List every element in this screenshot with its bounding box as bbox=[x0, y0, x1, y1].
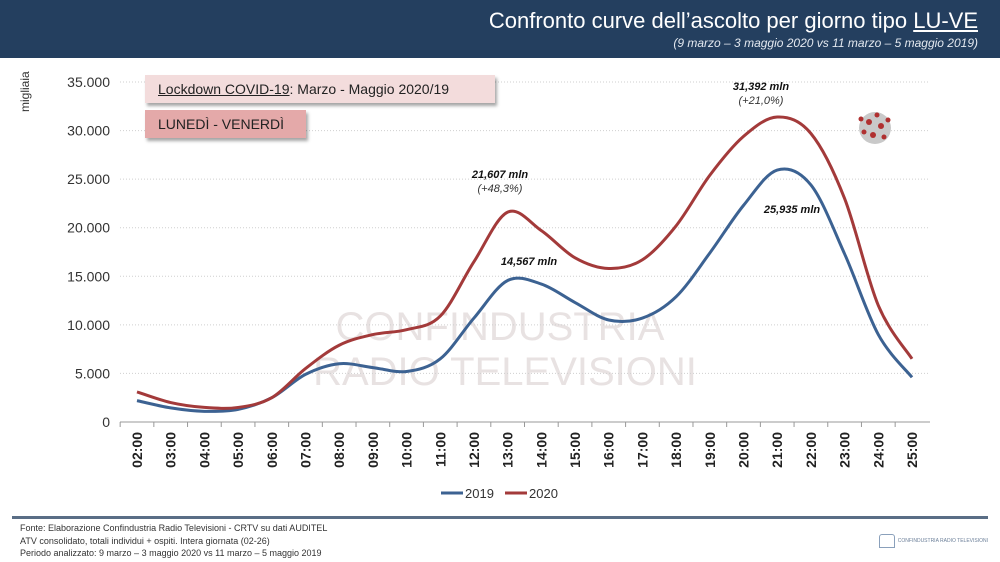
x-tick-label: 03:00 bbox=[163, 432, 179, 468]
watermark-line1: CONFINDUSTRIA bbox=[336, 305, 665, 349]
page-subtitle: (9 marzo – 3 maggio 2020 vs 11 marzo – 5… bbox=[673, 36, 978, 50]
x-tick-label: 17:00 bbox=[634, 432, 650, 468]
x-tick-label: 22:00 bbox=[803, 432, 819, 468]
x-tick-label: 19:00 bbox=[702, 432, 718, 468]
lockdown-label-underlined: Lockdown COVID-19 bbox=[158, 81, 290, 97]
x-tick-label: 16:00 bbox=[601, 432, 617, 468]
x-tick-label: 13:00 bbox=[500, 432, 516, 468]
x-tick-label: 10:00 bbox=[399, 432, 415, 468]
x-tick-label: 23:00 bbox=[837, 432, 853, 468]
annotation-change: (+21,0%) bbox=[739, 95, 784, 107]
lockdown-label-box: Lockdown COVID-19: Marzo - Maggio 2020/1… bbox=[145, 75, 495, 103]
header-bar: Confronto curve dell’ascolto per giorno … bbox=[0, 0, 1000, 58]
legend-label-2019: 2019 bbox=[465, 486, 494, 501]
y-tick-label: 20.000 bbox=[67, 220, 110, 236]
annotation-value: 21,607 mln bbox=[471, 169, 529, 181]
x-tick-label: 24:00 bbox=[870, 432, 886, 468]
x-tick-label: 05:00 bbox=[230, 432, 246, 468]
x-tick-label: 20:00 bbox=[736, 432, 752, 468]
footer-period: Periodo analizzato: 9 marzo – 3 maggio 2… bbox=[20, 548, 322, 558]
annotation-value: 14,567 mln bbox=[501, 256, 558, 268]
footer-notes: Fonte: Elaborazione Confindustria Radio … bbox=[20, 522, 327, 560]
crtv-logo: CONFINDUSTRIA RADIO TELEVISIONI bbox=[878, 534, 988, 548]
footer-source: Fonte: Elaborazione Confindustria Radio … bbox=[20, 523, 328, 533]
legend-label-2020: 2020 bbox=[529, 486, 558, 501]
watermark-line2: RADIO TELEVISIONI bbox=[313, 350, 697, 394]
y-tick-label: 0 bbox=[102, 414, 110, 430]
logo-text: CONFINDUSTRIA RADIO TELEVISIONI bbox=[897, 538, 988, 544]
annotation-value: 31,392 mln bbox=[733, 81, 790, 93]
y-tick-label: 15.000 bbox=[67, 268, 110, 284]
title-text: Confronto curve dell’ascolto per giorno … bbox=[488, 8, 914, 33]
y-tick-label: 30.000 bbox=[67, 123, 110, 139]
x-tick-label: 18:00 bbox=[668, 432, 684, 468]
series-2020 bbox=[136, 115, 914, 410]
y-tick-label: 5.000 bbox=[75, 365, 110, 381]
lockdown-label-rest: : Marzo - Maggio 2020/19 bbox=[289, 81, 450, 97]
x-tick-label: 21:00 bbox=[769, 432, 785, 468]
title-underlined: LU-VE bbox=[913, 8, 978, 33]
annotation-value: 25,935 mln bbox=[763, 204, 821, 216]
x-tick-label: 08:00 bbox=[331, 432, 347, 468]
x-tick-label: 09:00 bbox=[365, 432, 381, 468]
page-title: Confronto curve dell’ascolto per giorno … bbox=[489, 8, 978, 34]
x-tick-label: 15:00 bbox=[567, 432, 583, 468]
x-tick-label: 06:00 bbox=[264, 432, 280, 468]
coronavirus-icon bbox=[858, 112, 891, 144]
watermark: CONFINDUSTRIA RADIO TELEVISIONI bbox=[313, 305, 697, 394]
x-tick-label: 25:00 bbox=[904, 432, 920, 468]
footer-method: ATV consolidato, totali individui + ospi… bbox=[20, 535, 270, 546]
x-tick-label: 07:00 bbox=[297, 432, 313, 468]
x-tick-label: 14:00 bbox=[533, 432, 549, 468]
x-tick-label: 04:00 bbox=[196, 432, 212, 468]
y-tick-label: 35.000 bbox=[67, 74, 110, 90]
days-label-box: LUNEDÌ - VENERDÌ bbox=[145, 110, 306, 138]
logo-mark-icon bbox=[878, 534, 895, 548]
x-tick-label: 12:00 bbox=[466, 432, 482, 468]
x-tick-label: 11:00 bbox=[432, 432, 448, 467]
footer-divider bbox=[12, 516, 988, 519]
y-tick-label: 10.000 bbox=[67, 317, 110, 333]
x-tick-label: 02:00 bbox=[129, 432, 145, 468]
annotation-change: (+48,3%) bbox=[478, 183, 523, 195]
y-axis-label: migliaia bbox=[18, 71, 32, 112]
y-tick-label: 25.000 bbox=[67, 171, 110, 187]
